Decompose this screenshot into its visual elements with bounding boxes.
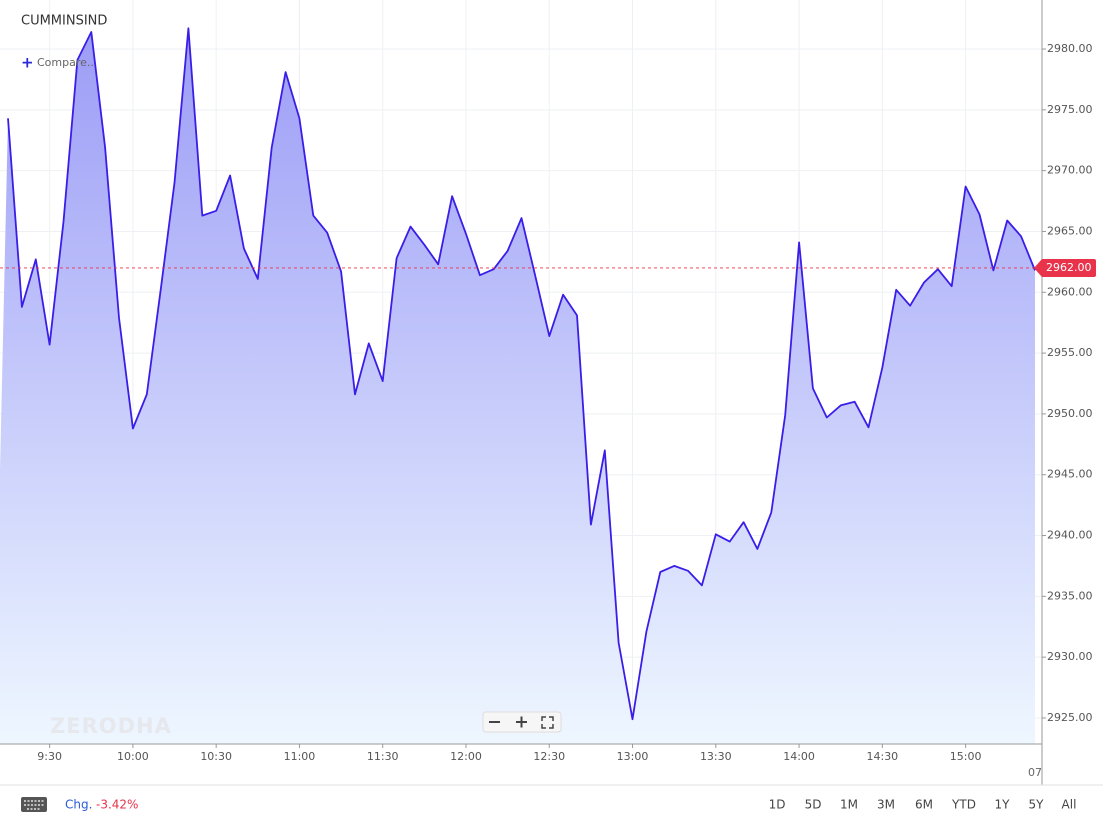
- range-button[interactable]: 3M: [877, 798, 895, 812]
- x-tick-label: 14:00: [783, 750, 815, 763]
- y-tick-label: 2980.00: [1047, 42, 1093, 55]
- chart-title: CUMMINSIND: [21, 14, 107, 29]
- range-button[interactable]: 1M: [840, 798, 858, 812]
- compare-button[interactable]: Compare..: [37, 56, 94, 69]
- y-tick-label: 2955.00: [1047, 346, 1093, 359]
- price-line: [7, 27, 1036, 721]
- y-tick-label: 2960.00: [1047, 285, 1093, 298]
- zoom-in[interactable]: [516, 716, 527, 728]
- x-tick-label: 11:00: [284, 750, 316, 763]
- x-tick-label: 13:00: [617, 750, 649, 763]
- y-tick-label: 2965.00: [1047, 224, 1093, 237]
- watermark: ZERODHA: [50, 714, 172, 738]
- x-tick-label: 10:30: [200, 750, 232, 763]
- x-tick-label: 12:00: [450, 750, 482, 763]
- x-tick-label: 10:00: [117, 750, 149, 763]
- range-button[interactable]: 6M: [915, 798, 933, 812]
- y-tick-label: 2925.00: [1047, 711, 1093, 724]
- y-tick-label: 2975.00: [1047, 103, 1093, 116]
- zoom-controls: [482, 711, 562, 733]
- y-tick-label: 2930.00: [1047, 650, 1093, 663]
- fullscreen[interactable]: [541, 716, 554, 729]
- area-fill: [0, 28, 1035, 745]
- y-tick-label: 2950.00: [1047, 407, 1093, 420]
- y-tick-label: 2940.00: [1047, 529, 1093, 542]
- date-label: 07/: [1028, 766, 1046, 779]
- compare-icon[interactable]: +: [21, 54, 34, 72]
- range-button[interactable]: 1D: [769, 798, 786, 812]
- x-tick-label: 15:00: [950, 750, 982, 763]
- y-tick-label: 2945.00: [1047, 468, 1093, 481]
- range-button[interactable]: YTD: [951, 798, 976, 812]
- range-button[interactable]: 5D: [805, 798, 822, 812]
- x-tick-label: 11:30: [367, 750, 399, 763]
- range-button[interactable]: 1Y: [995, 798, 1011, 812]
- last-price-tag: [1034, 258, 1096, 277]
- y-tick-label: 2970.00: [1047, 164, 1093, 177]
- range-button[interactable]: All: [1062, 798, 1077, 812]
- keyboard-icon[interactable]: [21, 797, 47, 812]
- change-label: Chg.: [65, 798, 92, 812]
- change-value: -3.42%: [96, 798, 138, 812]
- y-tick-label: 2935.00: [1047, 589, 1093, 602]
- last-price-label: 2962.00: [1046, 261, 1092, 274]
- x-tick-label: 13:30: [700, 750, 732, 763]
- x-tick-label: 12:30: [533, 750, 565, 763]
- range-button[interactable]: 5Y: [1029, 798, 1045, 812]
- x-tick-label: 14:30: [866, 750, 898, 763]
- x-tick-label: 9:30: [37, 750, 62, 763]
